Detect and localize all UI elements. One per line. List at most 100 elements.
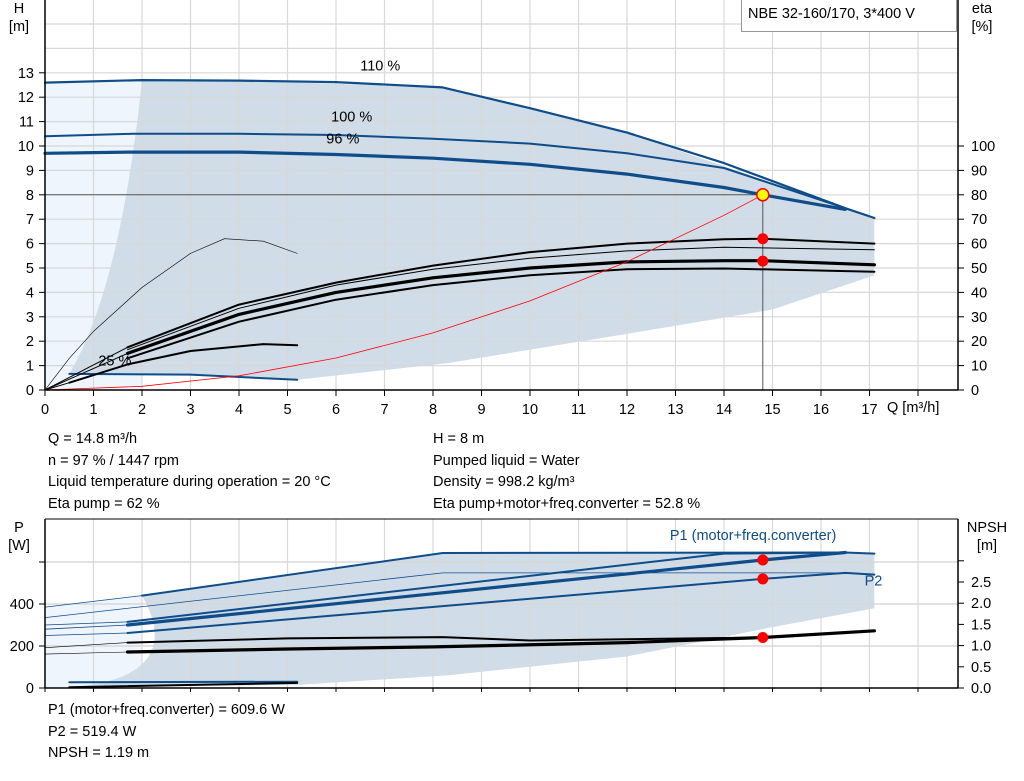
h-tick-label: 11 (19, 115, 34, 131)
npsh-tick-label: 0.5 (971, 660, 991, 676)
series-curve (44, 194, 764, 391)
series-curve (125, 259, 877, 355)
info-temperature: Liquid temperature during operation = 20… (48, 474, 331, 490)
x-tick-label: 3 (186, 402, 194, 418)
info-eta-pump: Eta pump = 62 % (48, 495, 160, 512)
eta-tick-label: 60 (971, 237, 987, 253)
info-speed: n = 97 % / 1447 rpm (48, 452, 179, 469)
info-density: Density = 998.2 kg/m³ (433, 474, 575, 490)
series-curve (141, 551, 876, 597)
product-label-box: NBE 32-160/170, 3*400 V (741, 0, 957, 32)
series-curve (44, 624, 128, 630)
series-curve (44, 651, 128, 655)
series-curve (68, 681, 299, 689)
h-tick-label: 12 (18, 90, 34, 106)
eta-tick-label: 30 (971, 310, 987, 326)
npsh-axis-label: NPSH (966, 520, 1008, 536)
eta-tick-label: 90 (971, 163, 987, 179)
series-curve (126, 237, 876, 349)
npsh-tick-label: 1.5 (971, 617, 991, 633)
series-curve (44, 642, 128, 649)
info-p2: P2 = 519.4 W (48, 723, 137, 740)
p-axis-title: P [W] (4, 519, 34, 555)
curve-label: 100 % (331, 110, 372, 126)
p-tick-label: 0 (26, 681, 34, 697)
x-tick-label: 10 (522, 402, 538, 418)
npsh-tick-label: 0.0 (971, 681, 991, 697)
operating-point (757, 255, 769, 267)
npsh-axis-title: NPSH [m] (962, 519, 1012, 555)
x-tick-label: 5 (283, 402, 291, 418)
series-curve (126, 267, 876, 360)
duty-point (756, 188, 770, 202)
info-npsh: NPSH = 1.19 m (48, 745, 150, 761)
series-curve (44, 572, 846, 618)
h-tick-label: 3 (26, 310, 34, 326)
x-tick-label: 2 (138, 402, 146, 418)
eta-tick-label: 100 (971, 139, 995, 155)
eta-tick-label: 80 (971, 188, 987, 204)
x-tick-label: 17 (861, 402, 877, 418)
op-info-left: Q = 14.8 m³/h n = 97 % / 1447 rpm Liquid… (48, 429, 331, 515)
h-axis-unit: [m] (8, 19, 30, 35)
x-tick-label: 6 (332, 402, 340, 418)
p-axis-unit: [W] (8, 538, 30, 554)
operating-point (757, 573, 769, 585)
series-curve (44, 346, 128, 391)
h-tick-label: 9 (26, 163, 34, 179)
eta-axis-unit: [%] (971, 19, 993, 35)
top-chart-series: 110 % 100 % 96 % 25 % (43, 58, 877, 391)
q-axis-label: Q [m³/h] (887, 400, 940, 416)
npsh-tick-label: 2.0 (971, 596, 991, 612)
eta-axis-label: eta (971, 1, 993, 17)
series-curve (125, 629, 877, 654)
h-tick-label: 6 (26, 237, 34, 253)
x-tick-label: 12 (619, 402, 635, 418)
p-axis-label: P (14, 520, 24, 536)
series-curve (44, 352, 128, 391)
x-tick-label: 0 (41, 402, 49, 418)
eta-tick-label: 70 (971, 212, 987, 228)
series-curve (126, 551, 847, 623)
eta-tick-label: 40 (971, 285, 987, 301)
series-curve (44, 595, 143, 608)
npsh-tick-label: 2.5 (971, 575, 991, 591)
series-curve (43, 150, 847, 211)
x-tick-label: 4 (235, 402, 243, 418)
x-tick-label: 11 (571, 402, 586, 418)
operating-point (757, 233, 769, 245)
npsh-tick-label: 1.0 (971, 639, 991, 655)
series-curve (44, 238, 298, 391)
x-tick-label: 16 (813, 402, 829, 418)
curve-label: P1 (motor+freq.converter) (670, 528, 836, 544)
operating-point (757, 554, 769, 566)
eta-tick-label: 0 (971, 383, 979, 399)
series-curve (43, 78, 876, 220)
bottom-chart-axes: 0 200 400 0.0 0.5 1.0 1.5 2.0 2.5 (10, 519, 991, 697)
series-curve (44, 632, 128, 636)
curve-label: 110 % (360, 58, 400, 74)
operating-point (757, 632, 769, 644)
eta-tick-label: 20 (971, 334, 987, 350)
h-axis-label: H (13, 1, 25, 17)
eta-axis-title: eta [%] (962, 0, 1002, 36)
series-curve (44, 132, 847, 210)
npsh-axis-unit: [m] (976, 538, 998, 554)
h-tick-label: 5 (26, 261, 34, 277)
info-eta-total: Eta pump+motor+freq.converter = 52.8 % (433, 495, 701, 512)
series-curve (126, 571, 876, 634)
op-info-right: H = 8 m Pumped liquid = Water Density = … (433, 429, 700, 515)
x-tick-label: 9 (477, 402, 485, 418)
h-tick-label: 8 (26, 188, 34, 204)
h-tick-label: 7 (26, 212, 34, 228)
h-axis-title: H [m] (4, 0, 34, 36)
series-curve (44, 621, 128, 626)
p-tick-label: 200 (10, 639, 34, 655)
info-head: H = 8 m (433, 431, 485, 447)
h-tick-label: 10 (18, 139, 34, 155)
curve-label: P2 (865, 574, 883, 590)
info-flow: Q = 14.8 m³/h (48, 431, 138, 447)
h-tick-label: 13 (18, 66, 34, 82)
series-curve (126, 636, 764, 644)
